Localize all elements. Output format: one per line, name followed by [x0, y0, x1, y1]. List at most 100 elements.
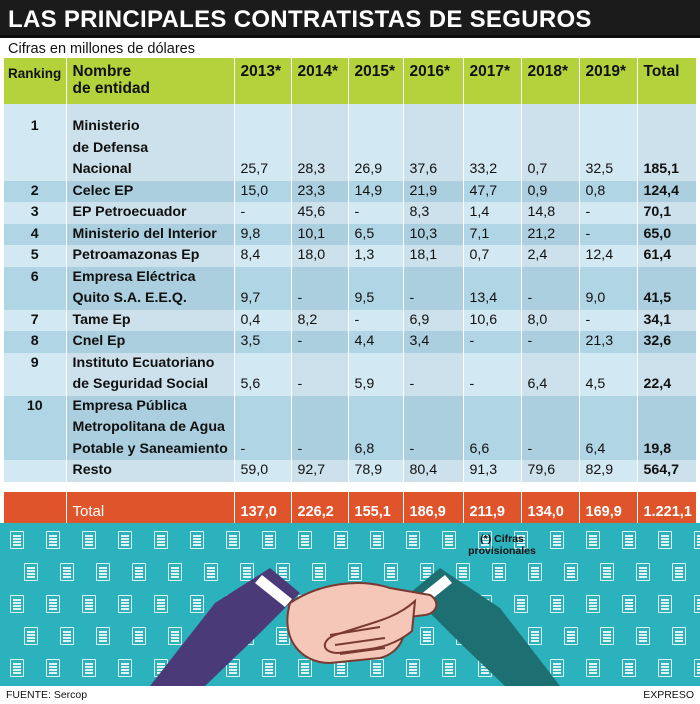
- entity-name: Cnel Ep: [66, 331, 235, 353]
- row-total: [637, 417, 697, 439]
- value-cell: 1,4: [463, 202, 522, 224]
- document-icon: [168, 563, 182, 581]
- table-row: 8 Cnel Ep 3,5-4,4 3,4- -21,3 32,6: [4, 331, 697, 353]
- value-cell: 10,3: [403, 223, 464, 245]
- row-total: 70,1: [637, 202, 697, 224]
- spacer-row: [4, 104, 697, 116]
- document-icon: [262, 659, 276, 677]
- document-icon: [528, 563, 542, 581]
- value-cell: 21,9: [403, 180, 464, 202]
- value-cell: 37,6: [403, 159, 464, 181]
- source-label: FUENTE: Sercop: [6, 689, 88, 701]
- document-icon: [190, 531, 204, 549]
- brand-label: EXPRESO: [643, 689, 694, 701]
- document-icon: [528, 627, 542, 645]
- value-cell: [403, 352, 464, 374]
- footnote-provisional: (*) Cifras provisionales: [468, 533, 536, 557]
- document-icon: [118, 531, 132, 549]
- value-cell: 6,4: [521, 374, 580, 396]
- value-cell: -: [579, 202, 638, 224]
- document-icon: [550, 595, 564, 613]
- rank-cell: 5: [4, 245, 67, 267]
- rank-cell: [4, 438, 67, 460]
- rank-cell: 9: [4, 352, 67, 374]
- handshake-icon: [150, 568, 560, 686]
- value-cell: [291, 137, 349, 159]
- value-cell: [348, 395, 404, 417]
- row-total: [637, 137, 697, 159]
- value-cell: [348, 352, 404, 374]
- spacer-cell: [403, 104, 464, 116]
- document-icon: [672, 563, 686, 581]
- value-cell: 9,7: [234, 288, 292, 310]
- header-2013: 2013*: [234, 58, 292, 104]
- value-cell: 0,4: [234, 309, 292, 331]
- document-icon: [600, 563, 614, 581]
- document-icon: [96, 563, 110, 581]
- value-cell: -: [234, 438, 292, 460]
- entity-name: Petroamazonas Ep: [66, 245, 235, 267]
- spacer-cell: [637, 104, 697, 116]
- value-cell: 25,7: [234, 159, 292, 181]
- value-cell: 23,3: [291, 180, 349, 202]
- entity-name: Metropolitana de Agua: [66, 417, 235, 439]
- value-cell: [579, 266, 638, 288]
- document-icon: [478, 531, 492, 549]
- value-cell: [234, 395, 292, 417]
- value-cell: -: [521, 331, 580, 353]
- value-cell: -: [291, 288, 349, 310]
- left-cuff: [255, 575, 292, 607]
- header-2016: 2016*: [403, 58, 464, 104]
- document-icon: [82, 659, 96, 677]
- row-total: [637, 116, 697, 138]
- table-row: 3 EP Petroecuador -45,6-8,3 1,4 14,8-70,1: [4, 202, 697, 224]
- spacer-cell: [348, 104, 404, 116]
- value-cell: [463, 137, 522, 159]
- document-icon: [550, 659, 564, 677]
- entity-name: Empresa Eléctrica: [66, 266, 235, 288]
- spacer-cell: [521, 104, 580, 116]
- value-cell: [463, 352, 522, 374]
- value-cell: -: [403, 374, 464, 396]
- value-cell: 10,1: [291, 223, 349, 245]
- value-cell: 45,6: [291, 202, 349, 224]
- document-icon: [60, 563, 74, 581]
- document-icon: [586, 531, 600, 549]
- value-cell: [291, 352, 349, 374]
- document-icon: [24, 627, 38, 645]
- document-icon: [298, 659, 312, 677]
- row-total: 65,0: [637, 223, 697, 245]
- row-total: 34,1: [637, 309, 697, 331]
- value-cell: -: [348, 309, 404, 331]
- row-total: 32,6: [637, 331, 697, 353]
- document-icon: [370, 531, 384, 549]
- value-cell: [579, 116, 638, 138]
- document-icon: [82, 595, 96, 613]
- entity-name: EP Petroecuador: [66, 202, 235, 224]
- document-icon: [658, 531, 672, 549]
- rank-cell: 7: [4, 309, 67, 331]
- spacer-cell: [4, 104, 67, 116]
- value-cell: -: [291, 374, 349, 396]
- value-cell: 82,9: [579, 460, 638, 482]
- value-cell: 59,0: [234, 460, 292, 482]
- table-row: 1 Ministerio: [4, 116, 697, 138]
- entity-name: Potable y Saneamiento: [66, 438, 235, 460]
- header-nombre: Nombre de entidad: [66, 58, 235, 104]
- table-row: 7 Tame Ep 0,4 8,2-6,9 10,6 8,0-34,1: [4, 309, 697, 331]
- gap-cell: [463, 481, 522, 492]
- value-cell: [521, 417, 580, 439]
- value-cell: 0,9: [521, 180, 580, 202]
- value-cell: 6,9: [403, 309, 464, 331]
- row-total: 41,5: [637, 288, 697, 310]
- value-cell: 6,8: [348, 438, 404, 460]
- gap-row: [4, 481, 697, 492]
- entity-name: Ministerio: [66, 116, 235, 138]
- value-cell: -: [579, 309, 638, 331]
- document-icon: [96, 627, 110, 645]
- entity-name: de Defensa: [66, 137, 235, 159]
- value-cell: 32,5: [579, 159, 638, 181]
- value-cell: 0,7: [463, 245, 522, 267]
- value-cell: -: [579, 223, 638, 245]
- row-total: 22,4: [637, 374, 697, 396]
